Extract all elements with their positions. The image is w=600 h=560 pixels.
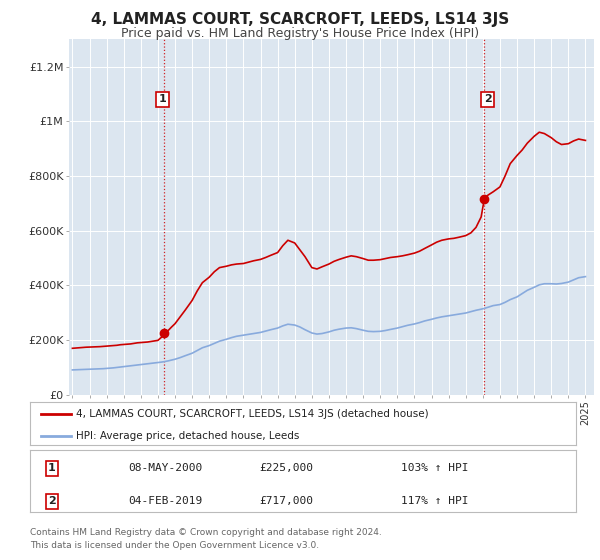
Text: £225,000: £225,000 <box>259 464 313 474</box>
Text: 1: 1 <box>48 464 56 474</box>
Text: HPI: Average price, detached house, Leeds: HPI: Average price, detached house, Leed… <box>76 431 300 441</box>
Text: Contains HM Land Registry data © Crown copyright and database right 2024.: Contains HM Land Registry data © Crown c… <box>30 528 382 536</box>
Text: Price paid vs. HM Land Registry's House Price Index (HPI): Price paid vs. HM Land Registry's House … <box>121 27 479 40</box>
Text: This data is licensed under the Open Government Licence v3.0.: This data is licensed under the Open Gov… <box>30 541 319 550</box>
Text: 2: 2 <box>48 496 56 506</box>
Text: 4, LAMMAS COURT, SCARCROFT, LEEDS, LS14 3JS (detached house): 4, LAMMAS COURT, SCARCROFT, LEEDS, LS14 … <box>76 409 429 419</box>
Text: 4, LAMMAS COURT, SCARCROFT, LEEDS, LS14 3JS: 4, LAMMAS COURT, SCARCROFT, LEEDS, LS14 … <box>91 12 509 27</box>
Text: 117% ↑ HPI: 117% ↑ HPI <box>401 496 469 506</box>
Text: 04-FEB-2019: 04-FEB-2019 <box>128 496 203 506</box>
Text: 08-MAY-2000: 08-MAY-2000 <box>128 464 203 474</box>
Text: 103% ↑ HPI: 103% ↑ HPI <box>401 464 469 474</box>
Text: 2: 2 <box>484 95 491 104</box>
Text: £717,000: £717,000 <box>259 496 313 506</box>
Text: 1: 1 <box>158 95 166 104</box>
